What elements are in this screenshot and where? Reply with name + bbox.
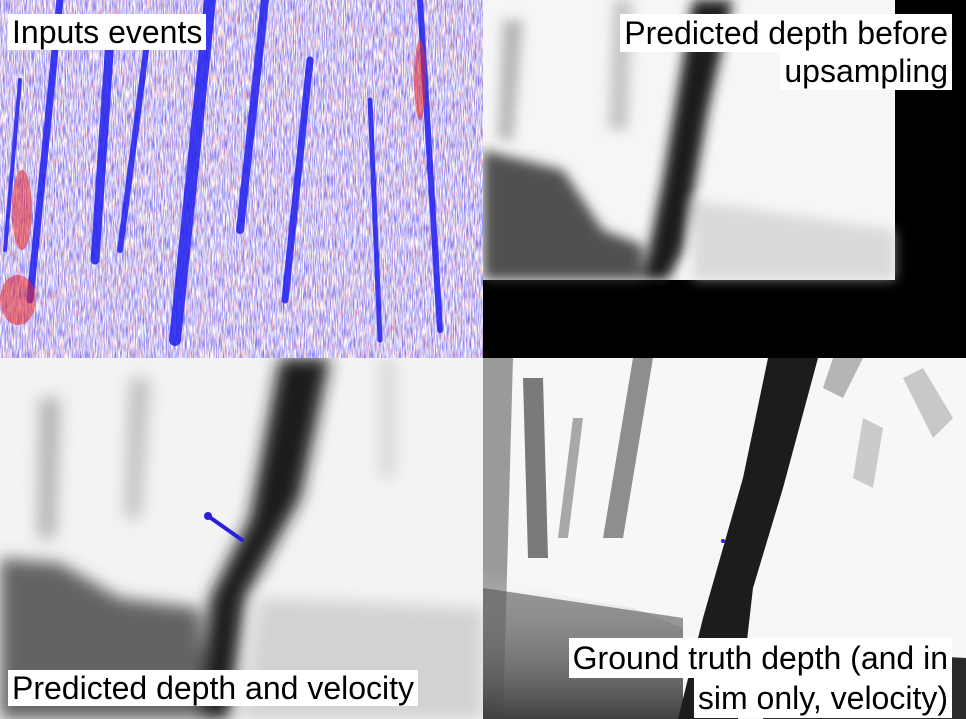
ground-truth-depth-panel: Ground truth depth (and in sim only, vel… [483, 358, 966, 719]
predicted-depth-image [0, 358, 483, 719]
input-events-label: Inputs events [8, 14, 207, 50]
predicted-depth-and-velocity-panel: Predicted depth and velocity [0, 358, 483, 719]
ground-truth-label-line1: Ground truth depth (and in [568, 638, 952, 678]
predicted-depth-before-label-line1: Predicted depth before [620, 14, 952, 52]
predicted-depth-before-upsampling-panel: Predicted depth before upsampling [483, 0, 966, 358]
ground-truth-label: Ground truth depth (and in sim only, vel… [568, 638, 952, 718]
velocity-vector [206, 514, 244, 542]
event-image [0, 0, 483, 358]
predicted-depth-before-label-line2: upsampling [780, 52, 952, 90]
velocity-origin-dot [204, 512, 212, 520]
ground-truth-label-line2: sim only, velocity) [693, 678, 952, 718]
predicted-depth-velocity-label: Predicted depth and velocity [8, 670, 419, 706]
input-events-panel: Inputs events [0, 0, 483, 358]
ground-truth-velocity-dot [721, 539, 725, 543]
predicted-depth-before-label: Predicted depth before upsampling [620, 14, 952, 90]
